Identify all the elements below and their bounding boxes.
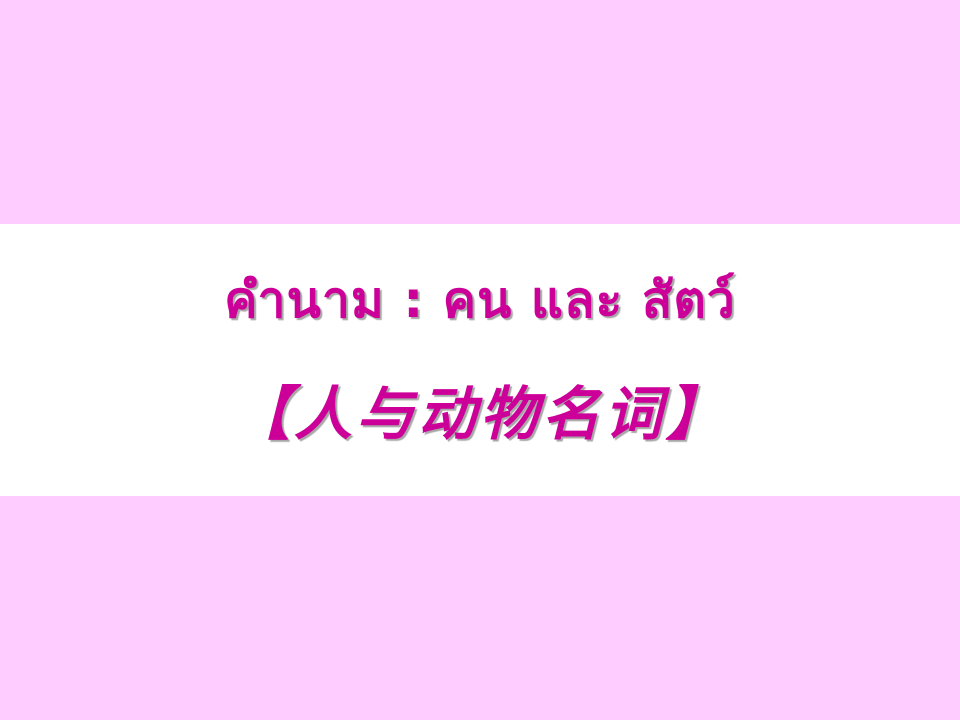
slide-title-chinese: 【人与动物名词】 [231,380,728,448]
title-band: คำนาม : คน และ สัตว์ 【人与动物名词】 [0,224,960,496]
top-band [0,0,960,224]
bottom-band [0,496,960,720]
slide-title-thai: คำนาม : คน และ สัตว์ [224,271,736,329]
